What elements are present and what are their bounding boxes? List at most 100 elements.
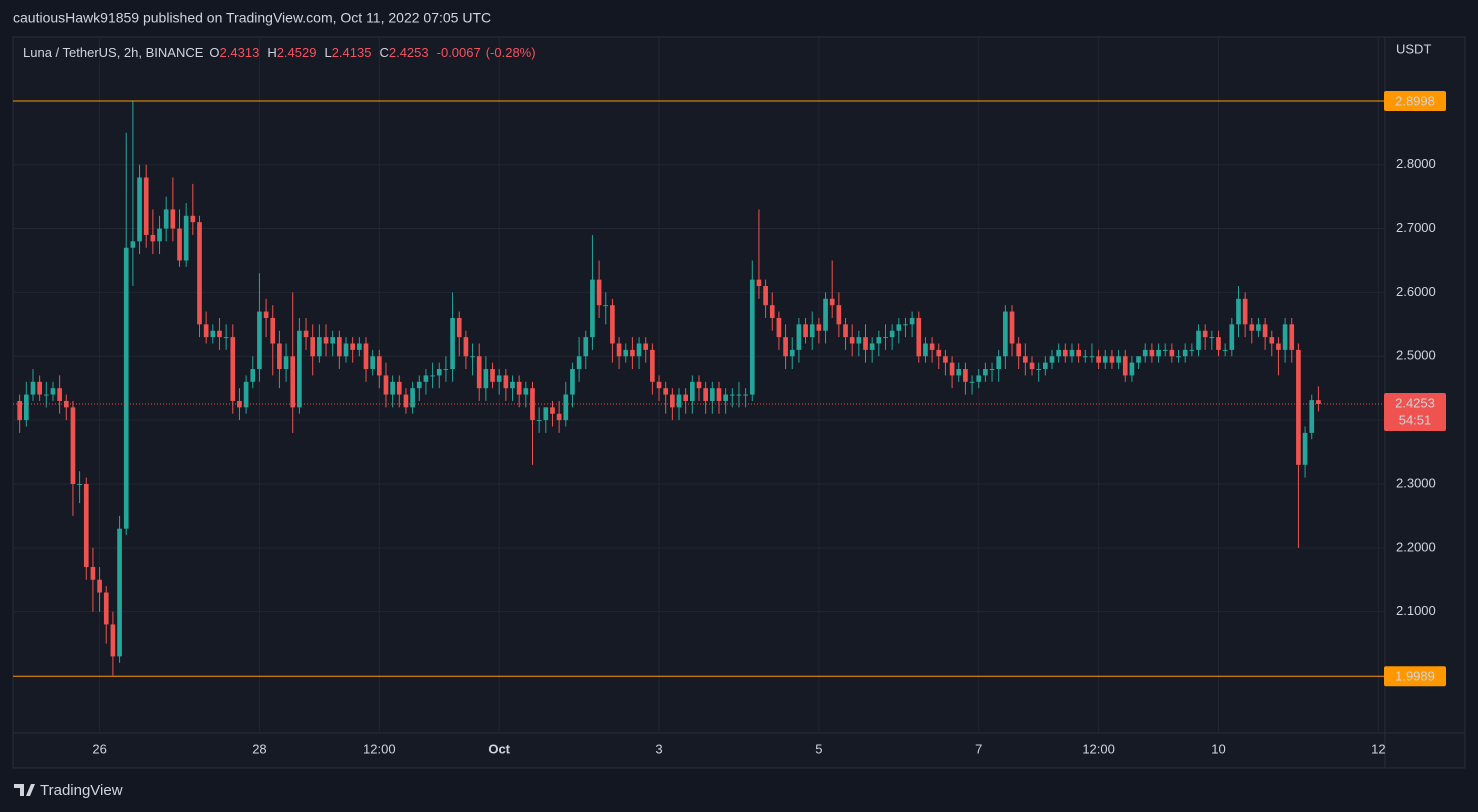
candle-body xyxy=(736,394,742,396)
candle-body xyxy=(1296,349,1301,465)
candle-body xyxy=(590,279,595,338)
candle-body xyxy=(470,356,475,358)
candle-body xyxy=(503,375,509,389)
y-tick-label: 2.8000 xyxy=(1396,156,1436,171)
logo: TradingView xyxy=(14,782,123,799)
candle-body xyxy=(963,369,968,382)
axis-unit: USDT xyxy=(1396,41,1431,56)
candle-body xyxy=(303,330,309,338)
candle-body xyxy=(749,279,755,395)
publisher: cautiousHawk91859 published on TradingVi… xyxy=(13,10,491,26)
candle-body xyxy=(1262,324,1268,338)
candle-body xyxy=(1309,400,1315,433)
candle-body xyxy=(396,381,402,395)
candle-body xyxy=(490,369,495,382)
candle-body xyxy=(1049,356,1055,363)
last-price-label: 2.4253 xyxy=(1395,395,1435,410)
candle-body xyxy=(496,375,502,382)
candle-body xyxy=(543,407,549,421)
candle-body xyxy=(796,324,802,350)
y-tick-label: 2.7000 xyxy=(1396,220,1436,235)
candle-body xyxy=(636,343,642,357)
candle-body xyxy=(743,394,748,396)
candle-body xyxy=(843,324,848,338)
candle-body xyxy=(876,337,882,344)
candle-body xyxy=(776,317,782,338)
candle-body xyxy=(410,388,415,408)
x-tick-label: 10 xyxy=(1211,741,1225,756)
candle-body xyxy=(1069,349,1075,357)
candle-body xyxy=(443,369,449,371)
candle-body xyxy=(536,420,542,422)
y-tick-label: 2.3000 xyxy=(1396,475,1436,490)
candle-body xyxy=(330,337,336,344)
y-tick-label: 2.1000 xyxy=(1396,603,1436,618)
candle-body xyxy=(869,343,875,350)
candle-body xyxy=(556,413,562,421)
candle-body xyxy=(290,356,296,408)
candle-body xyxy=(656,381,662,389)
candle-body xyxy=(969,381,975,383)
candle-body xyxy=(183,215,189,261)
legend-value: 2.4313 xyxy=(220,45,260,60)
candle-body xyxy=(1089,356,1095,358)
candle-body xyxy=(909,317,915,325)
candle-body xyxy=(177,228,182,261)
candle-body xyxy=(996,356,1002,370)
candle-body xyxy=(716,388,722,401)
candle-body xyxy=(1076,349,1081,357)
candle-body xyxy=(1242,298,1248,325)
candle-body xyxy=(510,381,515,389)
candle-body xyxy=(423,375,429,382)
legend-value: 2.4135 xyxy=(332,45,372,60)
candle-body xyxy=(670,394,675,408)
candle-body xyxy=(769,305,775,318)
overlays: 2.8998 1.9989 2.4253 54:51 xyxy=(13,90,1446,687)
candle-body xyxy=(849,337,855,344)
candle-body xyxy=(50,388,56,395)
candle-body xyxy=(1096,356,1101,363)
candle-body xyxy=(1289,324,1295,350)
candle-body xyxy=(929,343,935,350)
candle-body xyxy=(343,343,349,357)
candle-body xyxy=(1209,337,1215,339)
candle-body xyxy=(223,337,229,339)
candle-body xyxy=(383,375,389,395)
candle-body xyxy=(1156,349,1161,357)
candle-body xyxy=(30,381,36,395)
symbol: Luna / TetherUS, 2h, BINANCE xyxy=(23,45,204,60)
candle-body xyxy=(170,209,176,229)
candle-body xyxy=(137,177,142,242)
legend-label: H xyxy=(267,45,276,60)
candle-body xyxy=(856,337,862,344)
candle-body xyxy=(1056,349,1061,357)
x-tick-label: 5 xyxy=(815,741,822,756)
candle-body xyxy=(1176,356,1181,358)
candle-body xyxy=(1122,356,1128,376)
candle-body xyxy=(783,337,788,357)
candle-body xyxy=(709,388,715,401)
candle-body xyxy=(1142,349,1148,357)
candle-body xyxy=(157,228,162,242)
candle-body xyxy=(1216,337,1221,350)
candle-body xyxy=(596,279,602,306)
candle-body xyxy=(1256,324,1261,331)
candle-body xyxy=(1016,343,1022,357)
x-tick-label: 12:00 xyxy=(1082,741,1115,756)
candle-body xyxy=(277,343,282,370)
candle-body xyxy=(1023,356,1028,363)
candle-body xyxy=(1009,311,1015,344)
candle-body xyxy=(17,400,22,421)
x-tick-label: 7 xyxy=(975,741,982,756)
candle-body xyxy=(23,394,29,421)
candle-body xyxy=(576,356,582,370)
candle-body xyxy=(416,381,422,389)
candle-body xyxy=(1202,330,1208,338)
candle-body xyxy=(1029,362,1035,370)
candle-body xyxy=(683,394,689,401)
candle-body xyxy=(1136,356,1141,363)
candle-body xyxy=(1196,330,1201,350)
candle-body xyxy=(816,324,822,331)
candle-body xyxy=(476,356,482,389)
